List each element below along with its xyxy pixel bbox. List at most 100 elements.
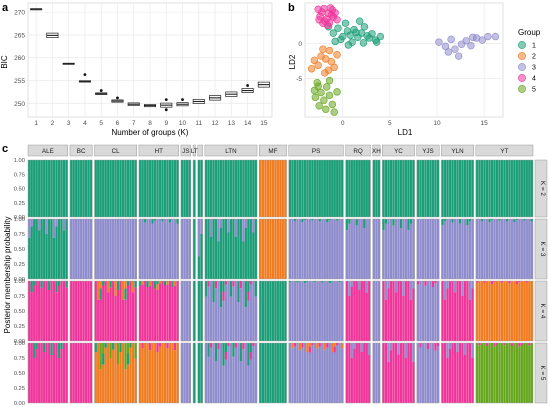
population-strip <box>180 144 192 157</box>
population-panel-border <box>197 159 203 218</box>
membership-segment <box>409 281 413 300</box>
population-panel-border <box>192 159 196 218</box>
membership-segment <box>101 343 105 354</box>
membership-bar <box>180 281 184 341</box>
membership-bar <box>239 361 243 403</box>
membership-bar <box>214 361 218 403</box>
membership-segment <box>468 219 472 222</box>
population-label: LTN <box>225 148 237 155</box>
membership-bar <box>326 160 329 217</box>
membership-bar <box>148 350 152 403</box>
membership-segment <box>119 343 122 352</box>
population-label: YJS <box>422 148 434 155</box>
membership-bar <box>387 288 390 341</box>
membership-bar <box>121 219 125 279</box>
membership-bar <box>129 281 132 341</box>
population-panel-border <box>416 342 440 404</box>
membership-segment <box>530 219 533 222</box>
membership-bar <box>57 285 61 341</box>
membership-bar <box>355 343 359 403</box>
membership-bar <box>212 302 215 341</box>
membership-bar <box>407 160 410 217</box>
membership-bar <box>296 282 299 341</box>
membership-bar <box>146 343 149 403</box>
membership-bar <box>387 361 390 403</box>
membership-bar <box>291 348 294 403</box>
membership-bar <box>124 369 127 403</box>
membership-bar <box>234 237 238 279</box>
membership-bar <box>183 160 186 217</box>
membership-bar <box>377 281 381 341</box>
membership-bar <box>106 343 110 403</box>
membership-bar <box>193 160 196 217</box>
membership-bar <box>207 286 210 341</box>
membership-bar <box>217 160 220 217</box>
membership-bar <box>55 226 58 279</box>
membership-segment <box>126 281 130 286</box>
membership-segment <box>335 343 339 346</box>
membership-segment <box>138 281 142 286</box>
population-panel-border <box>27 280 68 342</box>
membership-bar <box>508 160 511 217</box>
membership-bar <box>28 281 31 341</box>
membership-bar <box>89 160 93 217</box>
membership-bar <box>173 350 177 403</box>
membership-bar <box>402 296 405 341</box>
membership-segment <box>151 219 154 224</box>
membership-bar <box>104 347 107 403</box>
membership-segment <box>448 343 452 349</box>
membership-bar <box>510 160 514 217</box>
membership-bar <box>358 160 361 217</box>
membership-bar <box>453 160 457 217</box>
membership-segment <box>321 281 324 283</box>
membership-segment <box>173 343 177 351</box>
membership-bar <box>308 281 312 341</box>
membership-bar <box>37 160 41 217</box>
membership-segment <box>134 343 137 359</box>
membership-segment <box>355 219 359 226</box>
membership-segment <box>328 281 331 284</box>
membership-segment <box>163 281 167 286</box>
panel-c-ytick-label: 0.75 <box>14 172 25 178</box>
membership-segment <box>308 343 312 347</box>
membership-bar <box>166 219 169 279</box>
panel-b-point-group-3 <box>467 41 475 50</box>
membership-segment <box>331 343 334 352</box>
membership-bar <box>375 219 378 279</box>
membership-bar <box>375 281 378 341</box>
membership-bar <box>42 281 46 341</box>
membership-bar <box>188 219 191 279</box>
membership-bar <box>111 219 115 279</box>
membership-bar <box>163 285 167 341</box>
membership-segment <box>365 281 368 293</box>
membership-bar <box>197 343 201 403</box>
membership-bar <box>111 281 115 341</box>
membership-segment <box>214 343 218 361</box>
membership-bar <box>47 160 51 217</box>
membership-bar <box>360 219 364 279</box>
membership-bar <box>498 343 501 403</box>
membership-bar <box>451 160 454 217</box>
membership-bar <box>463 160 467 217</box>
membership-bar <box>141 219 144 279</box>
membership-segment <box>124 281 127 289</box>
membership-bar <box>303 283 307 341</box>
membership-bar <box>493 160 496 217</box>
membership-segment <box>480 219 484 222</box>
membership-bar <box>183 343 186 403</box>
membership-bar <box>508 283 511 341</box>
membership-bar <box>188 160 191 217</box>
membership-bar <box>281 281 285 341</box>
panel-b-point-group-3 <box>444 48 453 56</box>
membership-segment <box>301 343 304 348</box>
membership-bar <box>333 160 336 217</box>
membership-bar <box>74 219 78 279</box>
membership-segment <box>116 281 120 290</box>
membership-bar <box>518 160 521 217</box>
k-strip <box>534 342 548 404</box>
membership-bar <box>490 343 494 403</box>
membership-bar <box>426 349 430 403</box>
membership-bar <box>249 359 253 403</box>
membership-bar <box>503 160 506 217</box>
membership-bar <box>126 285 130 341</box>
